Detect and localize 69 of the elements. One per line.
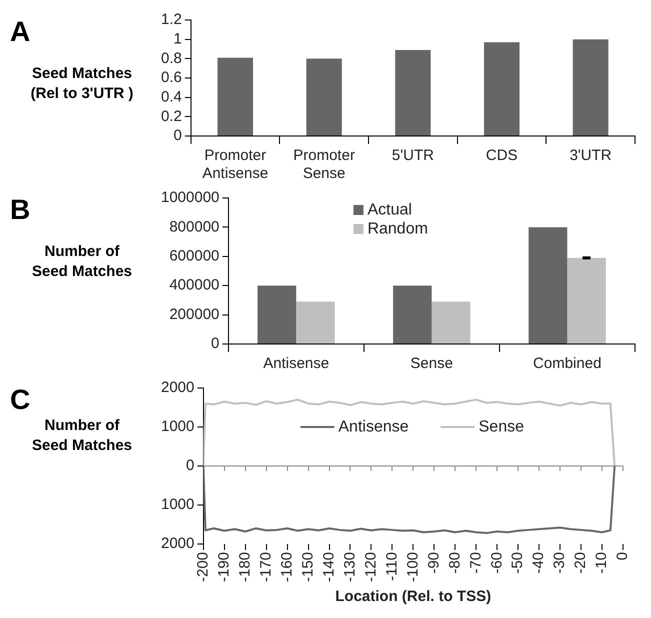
y-tick-label: 0 <box>186 457 194 474</box>
bar <box>567 258 606 344</box>
y-tick-label: 2000 <box>160 535 194 552</box>
x-tick-label: Antisense <box>263 355 330 372</box>
chart-title: C <box>10 384 30 416</box>
y-axis-title: Seed Matches (Rel to 3'UTR ) <box>30 64 134 104</box>
x-tick-label: -170 <box>257 552 274 582</box>
y-tick-label: 1000 <box>160 496 194 514</box>
chart-title: B <box>10 194 30 226</box>
bar <box>572 39 608 136</box>
x-tick-label: 0 <box>614 552 632 560</box>
y-tick-label: 400000 <box>169 276 220 294</box>
y-tick-label: 1000000 <box>160 189 220 206</box>
x-tick-label: Combined <box>533 355 602 372</box>
y-tick-label: 1.2 <box>160 11 182 28</box>
y-tick-label: 800000 <box>169 218 220 236</box>
y-tick-label: 0.4 <box>160 88 182 106</box>
y-axis-title: Number of Seed Matches <box>30 242 134 282</box>
y-tick-label: 200000 <box>169 306 220 323</box>
bar <box>296 302 335 344</box>
x-axis-title: Location (Rel. to TSS) <box>335 588 492 606</box>
x-tick-label: -110 <box>383 552 400 581</box>
x-tick-label: CDS <box>486 147 518 164</box>
legend-label: Antisense <box>338 418 409 436</box>
x-tick-label: -200 <box>194 552 212 582</box>
y-tick-label: 0 <box>174 127 182 144</box>
x-tick-label: -70 <box>467 552 484 574</box>
x-tick-label: 3'UTR <box>570 147 612 164</box>
x-tick-label: -120 <box>362 552 380 582</box>
y-tick-label: 0.6 <box>160 69 182 86</box>
y-tick-label: 600000 <box>169 248 220 265</box>
x-tick-label: -30 <box>551 552 568 574</box>
y-tick-label: 0.2 <box>160 108 182 125</box>
bar <box>484 42 520 136</box>
x-tick-label: -100 <box>404 552 422 582</box>
y-tick-label: 1 <box>174 30 182 48</box>
x-tick-label: -20 <box>572 552 590 574</box>
bar <box>528 227 568 344</box>
bar <box>306 58 342 136</box>
legend-label: Random <box>367 220 428 238</box>
x-tick-label: -140 <box>320 552 338 582</box>
x-tick-label: Sense <box>410 355 453 372</box>
x-tick-label: -160 <box>278 552 296 582</box>
y-tick-label: 0 <box>211 335 220 352</box>
x-tick-label: -90 <box>425 552 442 574</box>
x-tick-label: -10 <box>593 552 610 574</box>
x-tick-label: -150 <box>299 552 316 582</box>
legend-label: Sense <box>478 418 524 436</box>
bar <box>258 286 296 344</box>
x-tick-label: Promoter Sense <box>293 147 355 182</box>
x-tick-label: -190 <box>215 552 232 582</box>
x-tick-label: Promoter Antisense <box>202 147 268 182</box>
chart-title: A <box>10 16 30 48</box>
x-tick-label: -40 <box>530 552 548 574</box>
x-tick-label: 5'UTR <box>392 147 434 164</box>
bar <box>218 58 254 136</box>
x-tick-label: -50 <box>509 552 526 574</box>
x-tick-label: -180 <box>236 552 254 582</box>
bar <box>432 302 470 344</box>
bar <box>395 50 431 136</box>
x-tick-label: -80 <box>446 552 464 574</box>
y-tick-label: 0.8 <box>160 50 182 67</box>
x-tick-label: -60 <box>488 552 506 574</box>
y-axis-title: Number of Seed Matches <box>30 416 134 456</box>
x-tick-label: -130 <box>341 552 358 582</box>
y-tick-label: 2000 <box>160 379 194 396</box>
legend-label: Actual <box>367 201 412 218</box>
bar <box>393 286 432 344</box>
y-tick-label: 1000 <box>160 418 194 436</box>
